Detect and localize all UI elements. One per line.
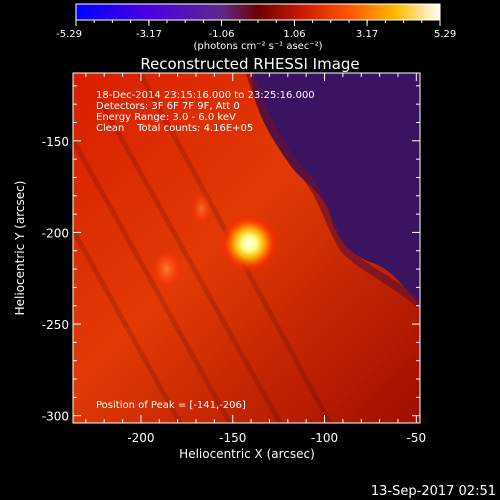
- negative-region-edge: [246, 73, 420, 308]
- colorbar-tick-label: 5.29: [434, 29, 456, 40]
- secondary-source: [190, 191, 213, 226]
- x-axis: -200 -150 -100 -50: [85, 73, 427, 445]
- detectors-text: Detectors: 3F 6F 7F 9F, Att 0: [96, 101, 240, 112]
- peak-position-text: Position of Peak = [-141,-206]: [96, 400, 246, 411]
- colorbar: -5.29 -3.17 -1.06 1.06 3.17 5.29 (photons cm⁻…: [56, 3, 456, 52]
- y-axis-label: Heliocentric Y (arcsec): [13, 181, 27, 316]
- y-tick-label: -300: [42, 410, 69, 424]
- colorbar-tick-label: 3.17: [356, 29, 378, 40]
- plot-frame: [72, 72, 421, 424]
- chart-title: Reconstructed RHESSI Image: [140, 55, 359, 73]
- colorbar-tick-label: -5.29: [56, 29, 82, 40]
- y-tick-label: -250: [42, 318, 69, 332]
- image-plot: [73, 73, 420, 423]
- observation-info: 18-Dec-2014 23:15:16.000 to 23:25:16.000…: [96, 90, 315, 134]
- colorbar-tick-label: -3.17: [136, 29, 162, 40]
- colorbar-ticks: -5.29 -3.17 -1.06 1.06 3.17 5.29: [56, 20, 456, 40]
- clean-counts-text: Clean Total counts: 4.16E+05: [96, 123, 253, 134]
- colorbar-tick-label: -1.06: [209, 29, 235, 40]
- time-range-text: 18-Dec-2014 23:15:16.000 to 23:25:16.000: [96, 90, 315, 101]
- colorbar-ramp: [75, 3, 441, 21]
- x-tick-label: -150: [219, 431, 246, 445]
- x-tick-label: -100: [311, 431, 338, 445]
- x-tick-label: -50: [407, 431, 427, 445]
- peak-source: [219, 213, 280, 274]
- x-axis-label: Heliocentric X (arcsec): [179, 447, 315, 461]
- colorbar-tick-label: 1.06: [283, 29, 305, 40]
- y-tick-label: -150: [42, 135, 69, 149]
- secondary-source: [150, 249, 183, 290]
- y-tick-label: -200: [42, 226, 69, 240]
- timestamp: 13-Sep-2017 02:51: [371, 484, 496, 499]
- energy-range-text: Energy Range: 3.0 - 6.0 keV: [96, 112, 236, 123]
- colorbar-unit-label: (photons cm⁻² s⁻¹ asec⁻²): [193, 41, 322, 52]
- x-tick-label: -200: [127, 431, 154, 445]
- y-axis: -150 -200 -250 -300: [42, 85, 420, 424]
- negative-region: [250, 73, 420, 305]
